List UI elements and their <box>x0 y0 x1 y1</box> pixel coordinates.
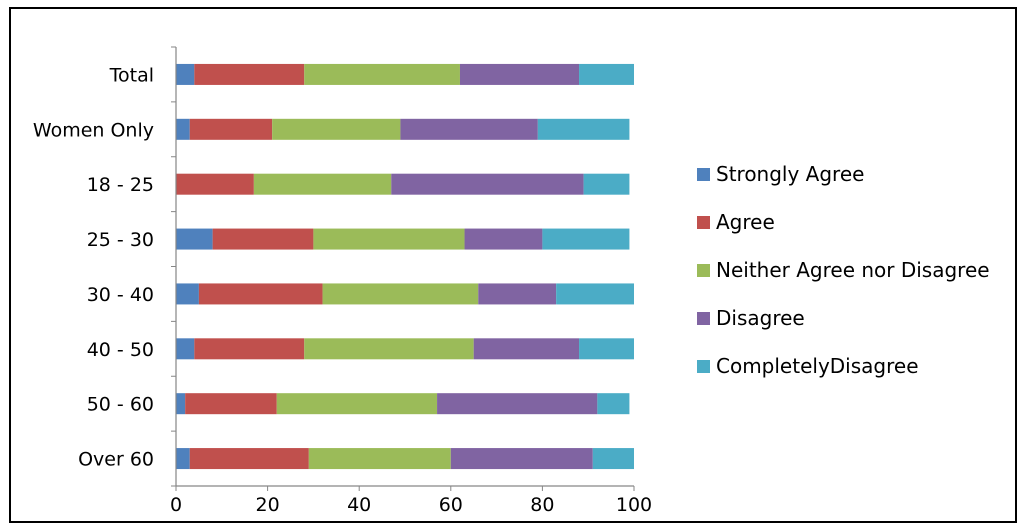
legend-label-5: CompletelyDisagree <box>716 354 919 378</box>
bar-segment-8-4 <box>450 448 593 470</box>
legend-label-4: Disagree <box>716 306 805 330</box>
bar-segment-7-5 <box>597 393 630 415</box>
bar-segment-8-2 <box>189 448 309 470</box>
legend-swatch-1 <box>697 168 710 181</box>
bar-segment-8-1 <box>176 448 190 470</box>
legend-swatch-2 <box>697 216 710 229</box>
bar-segment-7-1 <box>176 393 186 415</box>
category-label: 25 - 30 <box>87 229 154 251</box>
bar-segment-5-5 <box>556 283 634 305</box>
category-label: 30 - 40 <box>87 284 154 306</box>
bar-segment-3-3 <box>253 173 392 195</box>
bar-segment-7-2 <box>185 393 277 415</box>
bar-segment-3-5 <box>583 173 630 195</box>
bar-segment-5-4 <box>478 283 557 305</box>
bar-segment-7-4 <box>437 393 598 415</box>
bar-segment-4-1 <box>176 228 213 250</box>
bar-segment-5-3 <box>322 283 479 305</box>
legend-swatch-5 <box>697 360 710 373</box>
category-label: 50 - 60 <box>87 394 154 416</box>
bar-segment-2-4 <box>400 118 538 140</box>
bar-segment-2-2 <box>189 118 273 140</box>
bar-segment-3-4 <box>391 173 584 195</box>
bar-segment-1-3 <box>304 63 460 85</box>
legend-label-3: Neither Agree nor Disagree <box>716 258 990 282</box>
bar-segment-5-1 <box>176 283 199 305</box>
bar-segment-1-5 <box>579 63 634 85</box>
bar-segment-4-4 <box>464 228 543 250</box>
bar-segment-6-1 <box>176 338 195 360</box>
legend-swatch-3 <box>697 264 710 277</box>
legend-label-2: Agree <box>716 210 775 234</box>
bar-segment-1-2 <box>194 63 305 85</box>
bar-segment-5-2 <box>198 283 323 305</box>
stacked-bar-chart: Total Women Only 18 - 25 25 - 30 30 - 40 40 -… <box>33 46 990 516</box>
bar-segment-7-3 <box>276 393 438 415</box>
bar-segment-3-2 <box>176 173 254 195</box>
bar-segment-6-4 <box>473 338 580 360</box>
bar-segment-6-2 <box>194 338 305 360</box>
x-tick-label: 100 <box>616 494 652 516</box>
bar-segment-1-1 <box>176 63 195 85</box>
x-tick-label: 20 <box>256 494 280 516</box>
category-label: Over 60 <box>78 449 154 471</box>
bar-segment-6-5 <box>579 338 634 360</box>
chart-frame: Total Women Only 18 - 25 25 - 30 30 - 40 40 -… <box>9 7 1017 523</box>
bar-segment-2-1 <box>176 118 190 140</box>
category-label: 18 - 25 <box>87 174 154 196</box>
x-tick-label: 60 <box>439 494 463 516</box>
bar-segment-2-3 <box>272 118 401 140</box>
bar-segment-8-5 <box>592 448 634 470</box>
bar-segment-1-4 <box>459 63 580 85</box>
category-label: 40 - 50 <box>87 339 154 361</box>
bar-segment-4-2 <box>212 228 314 250</box>
legend-label-1: Strongly Agree <box>716 162 864 186</box>
category-label: Total <box>109 64 154 86</box>
bar-segment-4-3 <box>313 228 465 250</box>
legend-swatch-4 <box>697 312 710 325</box>
bar-segment-8-3 <box>308 448 451 470</box>
category-label: Women Only <box>33 119 154 141</box>
bar-segment-2-5 <box>537 118 630 140</box>
x-tick-label: 40 <box>347 494 371 516</box>
x-tick-label: 80 <box>530 494 554 516</box>
bar-segment-6-3 <box>304 338 474 360</box>
x-tick-label: 0 <box>170 494 182 516</box>
bar-segment-4-5 <box>542 228 630 250</box>
